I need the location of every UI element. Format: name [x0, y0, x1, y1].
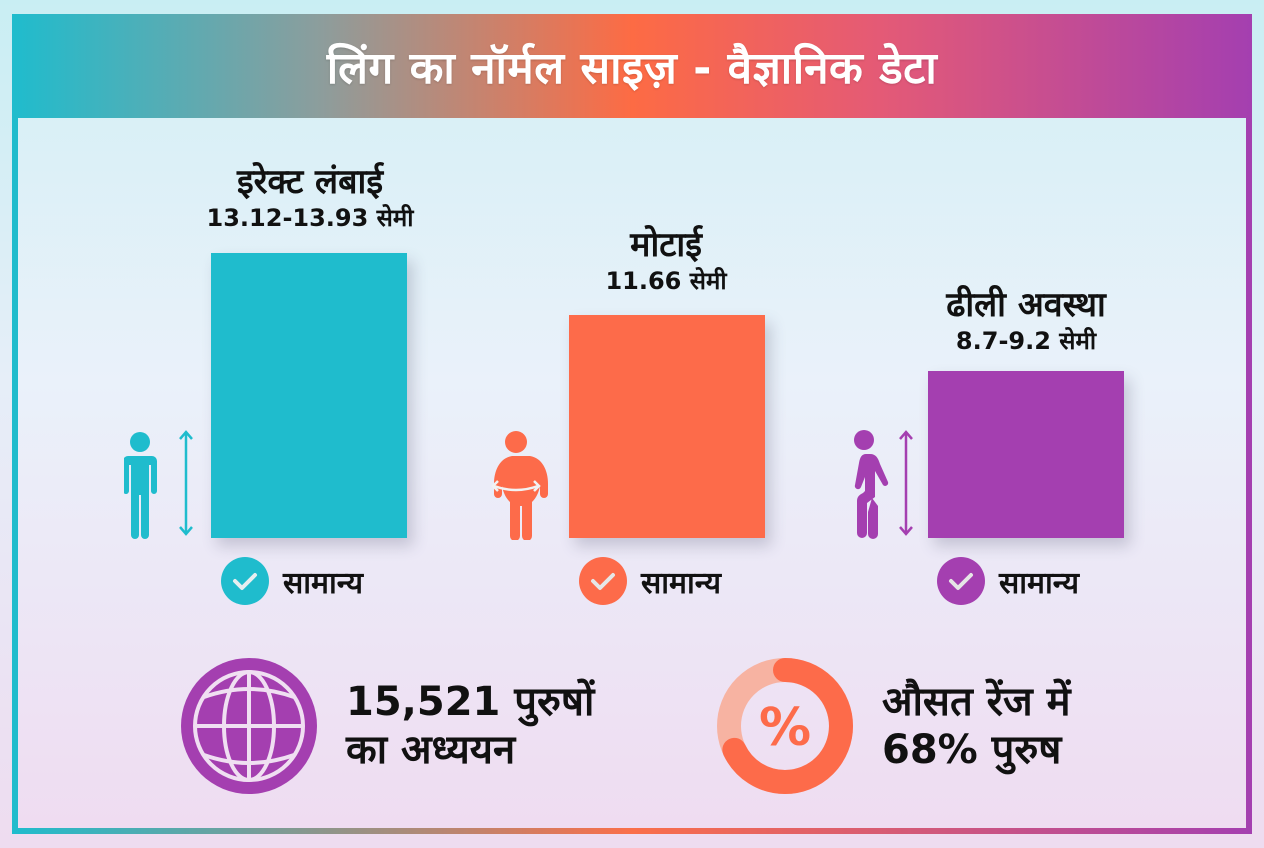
status-normal: सामान्य [579, 557, 721, 605]
stat-line-2: का अध्ययन [346, 727, 516, 773]
stat-study-size: 15,521 पुरुषों का अध्ययन [180, 657, 594, 795]
check-icon [221, 557, 269, 605]
metric-label: ढीली अवस्था 8.7-9.2 सेमी [876, 285, 1176, 357]
status-label: सामान्य [283, 565, 364, 601]
status-label: सामान्य [641, 565, 722, 601]
check-icon [937, 557, 985, 605]
metric-label: मोटाई 11.66 सेमी [516, 225, 816, 297]
standing-person-height-icon [124, 430, 193, 539]
bar-erect-length [211, 253, 407, 538]
status-normal: सामान्य [221, 557, 363, 605]
stat-average-range: % औसत रेंज में 68% पुरुष [716, 657, 1071, 795]
stat-line-2: 68% पुरुष [882, 727, 1062, 773]
status-normal: सामान्य [937, 557, 1079, 605]
header-banner: लिंग का नॉर्मल साइज़ - वैज्ञानिक डेटा [12, 14, 1252, 118]
bar-flaccid-length [928, 371, 1124, 538]
globe-icon [181, 658, 317, 794]
page-title: लिंग का नॉर्मल साइज़ - वैज्ञानिक डेटा [326, 43, 938, 94]
status-label: सामान्य [999, 565, 1080, 601]
metric-value: 11.66 सेमी [605, 267, 727, 295]
metric-value: 13.12-13.93 सेमी [206, 204, 414, 232]
metric-name: इरेक्ट लंबाई [236, 162, 384, 202]
stat-text: 15,521 पुरुषों का अध्ययन [346, 678, 594, 774]
stat-text: औसत रेंज में 68% पुरुष [882, 678, 1071, 774]
check-icon [579, 557, 627, 605]
stat-line-1: औसत रेंज में [882, 679, 1071, 725]
stat-line-1: 15,521 पुरुषों [346, 679, 595, 725]
relaxed-person-height-icon [854, 430, 913, 539]
svg-text:%: % [759, 698, 811, 758]
person-waist-measure-icon [491, 431, 548, 540]
metric-label: इरेक्ट लंबाई 13.12-13.93 सेमी [160, 162, 460, 234]
percent-donut-icon: % [717, 658, 853, 794]
bar-girth [569, 315, 765, 538]
metric-name: मोटाई [630, 225, 702, 265]
metric-name: ढीली अवस्था [946, 285, 1106, 325]
metric-value: 8.7-9.2 सेमी [955, 327, 1097, 355]
